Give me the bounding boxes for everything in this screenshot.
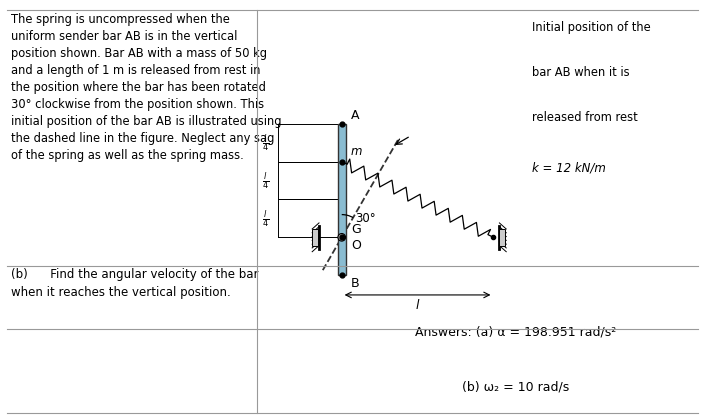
Text: The spring is uncompressed when the
uniform s​ender bar AB is in the vertical
po: The spring is uncompressed when the unif… — [11, 13, 281, 162]
Text: $\frac{l}{4}$: $\frac{l}{4}$ — [262, 208, 269, 229]
Text: (b) ω₂ = 10 rad/s: (b) ω₂ = 10 rad/s — [462, 380, 570, 393]
Text: m: m — [351, 145, 362, 158]
Text: Initial position of the: Initial position of the — [532, 21, 651, 34]
Text: 30°: 30° — [355, 212, 376, 225]
Text: (b)      Find the angular velocity of the bar
when it reaches the vertical posit: (b) Find the angular velocity of the bar… — [11, 268, 258, 299]
Text: l: l — [416, 299, 419, 312]
Text: bar AB when it is: bar AB when it is — [532, 66, 630, 79]
Text: B: B — [351, 277, 360, 290]
Text: Answers: (a) α = 198.951 rad/s²: Answers: (a) α = 198.951 rad/s² — [415, 326, 617, 339]
Text: released from rest: released from rest — [532, 111, 638, 124]
Text: k = 12 kN/m: k = 12 kN/m — [532, 161, 606, 174]
Bar — [499, 229, 505, 246]
Bar — [338, 124, 346, 275]
Text: $\frac{l}{4}$: $\frac{l}{4}$ — [262, 132, 269, 153]
Bar — [312, 229, 318, 246]
Circle shape — [338, 233, 345, 241]
Text: O: O — [351, 239, 361, 252]
Text: $\frac{l}{4}$: $\frac{l}{4}$ — [262, 170, 269, 191]
Text: G: G — [351, 223, 360, 236]
Text: A: A — [351, 109, 360, 122]
